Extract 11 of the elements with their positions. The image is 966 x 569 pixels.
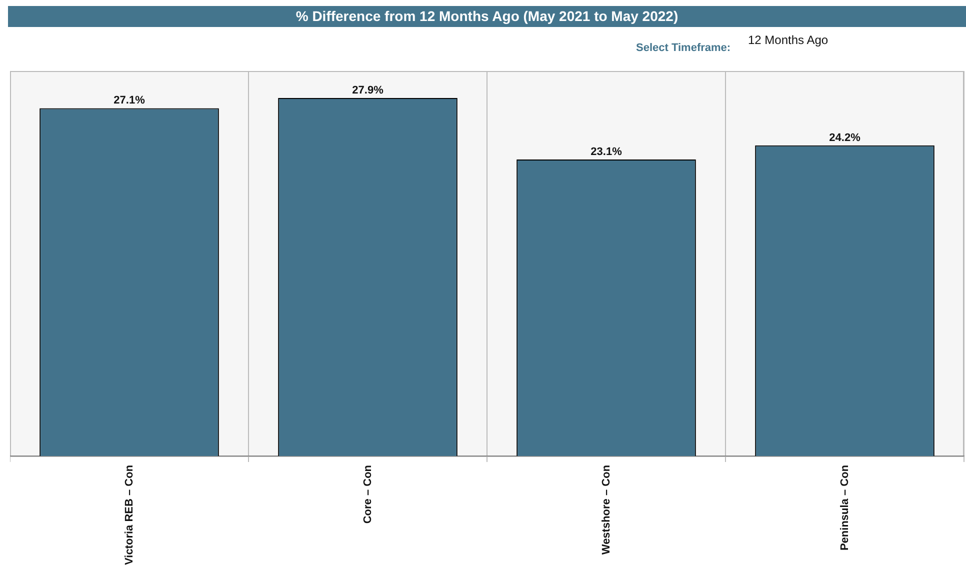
text: Select Timeframe: <box>636 42 731 54</box>
data-label: 27.1% <box>114 94 146 107</box>
data-label: 23.1% <box>590 146 622 158</box>
data-label: 27.9% <box>352 84 384 96</box>
x-tick-label: Victoria REB – Con <box>123 464 136 566</box>
data-label: 24.2% <box>829 132 861 144</box>
chart-title: % Difference from 12 Months Ago (May 2021 to May 2022) <box>8 6 966 27</box>
text: 12 Months Ago <box>748 33 828 47</box>
x-tick-label: Westshore – Con <box>600 464 612 555</box>
x-tick-label: Core – Con <box>362 464 374 524</box>
x-tick-label: Peninsula – Con <box>838 464 851 551</box>
